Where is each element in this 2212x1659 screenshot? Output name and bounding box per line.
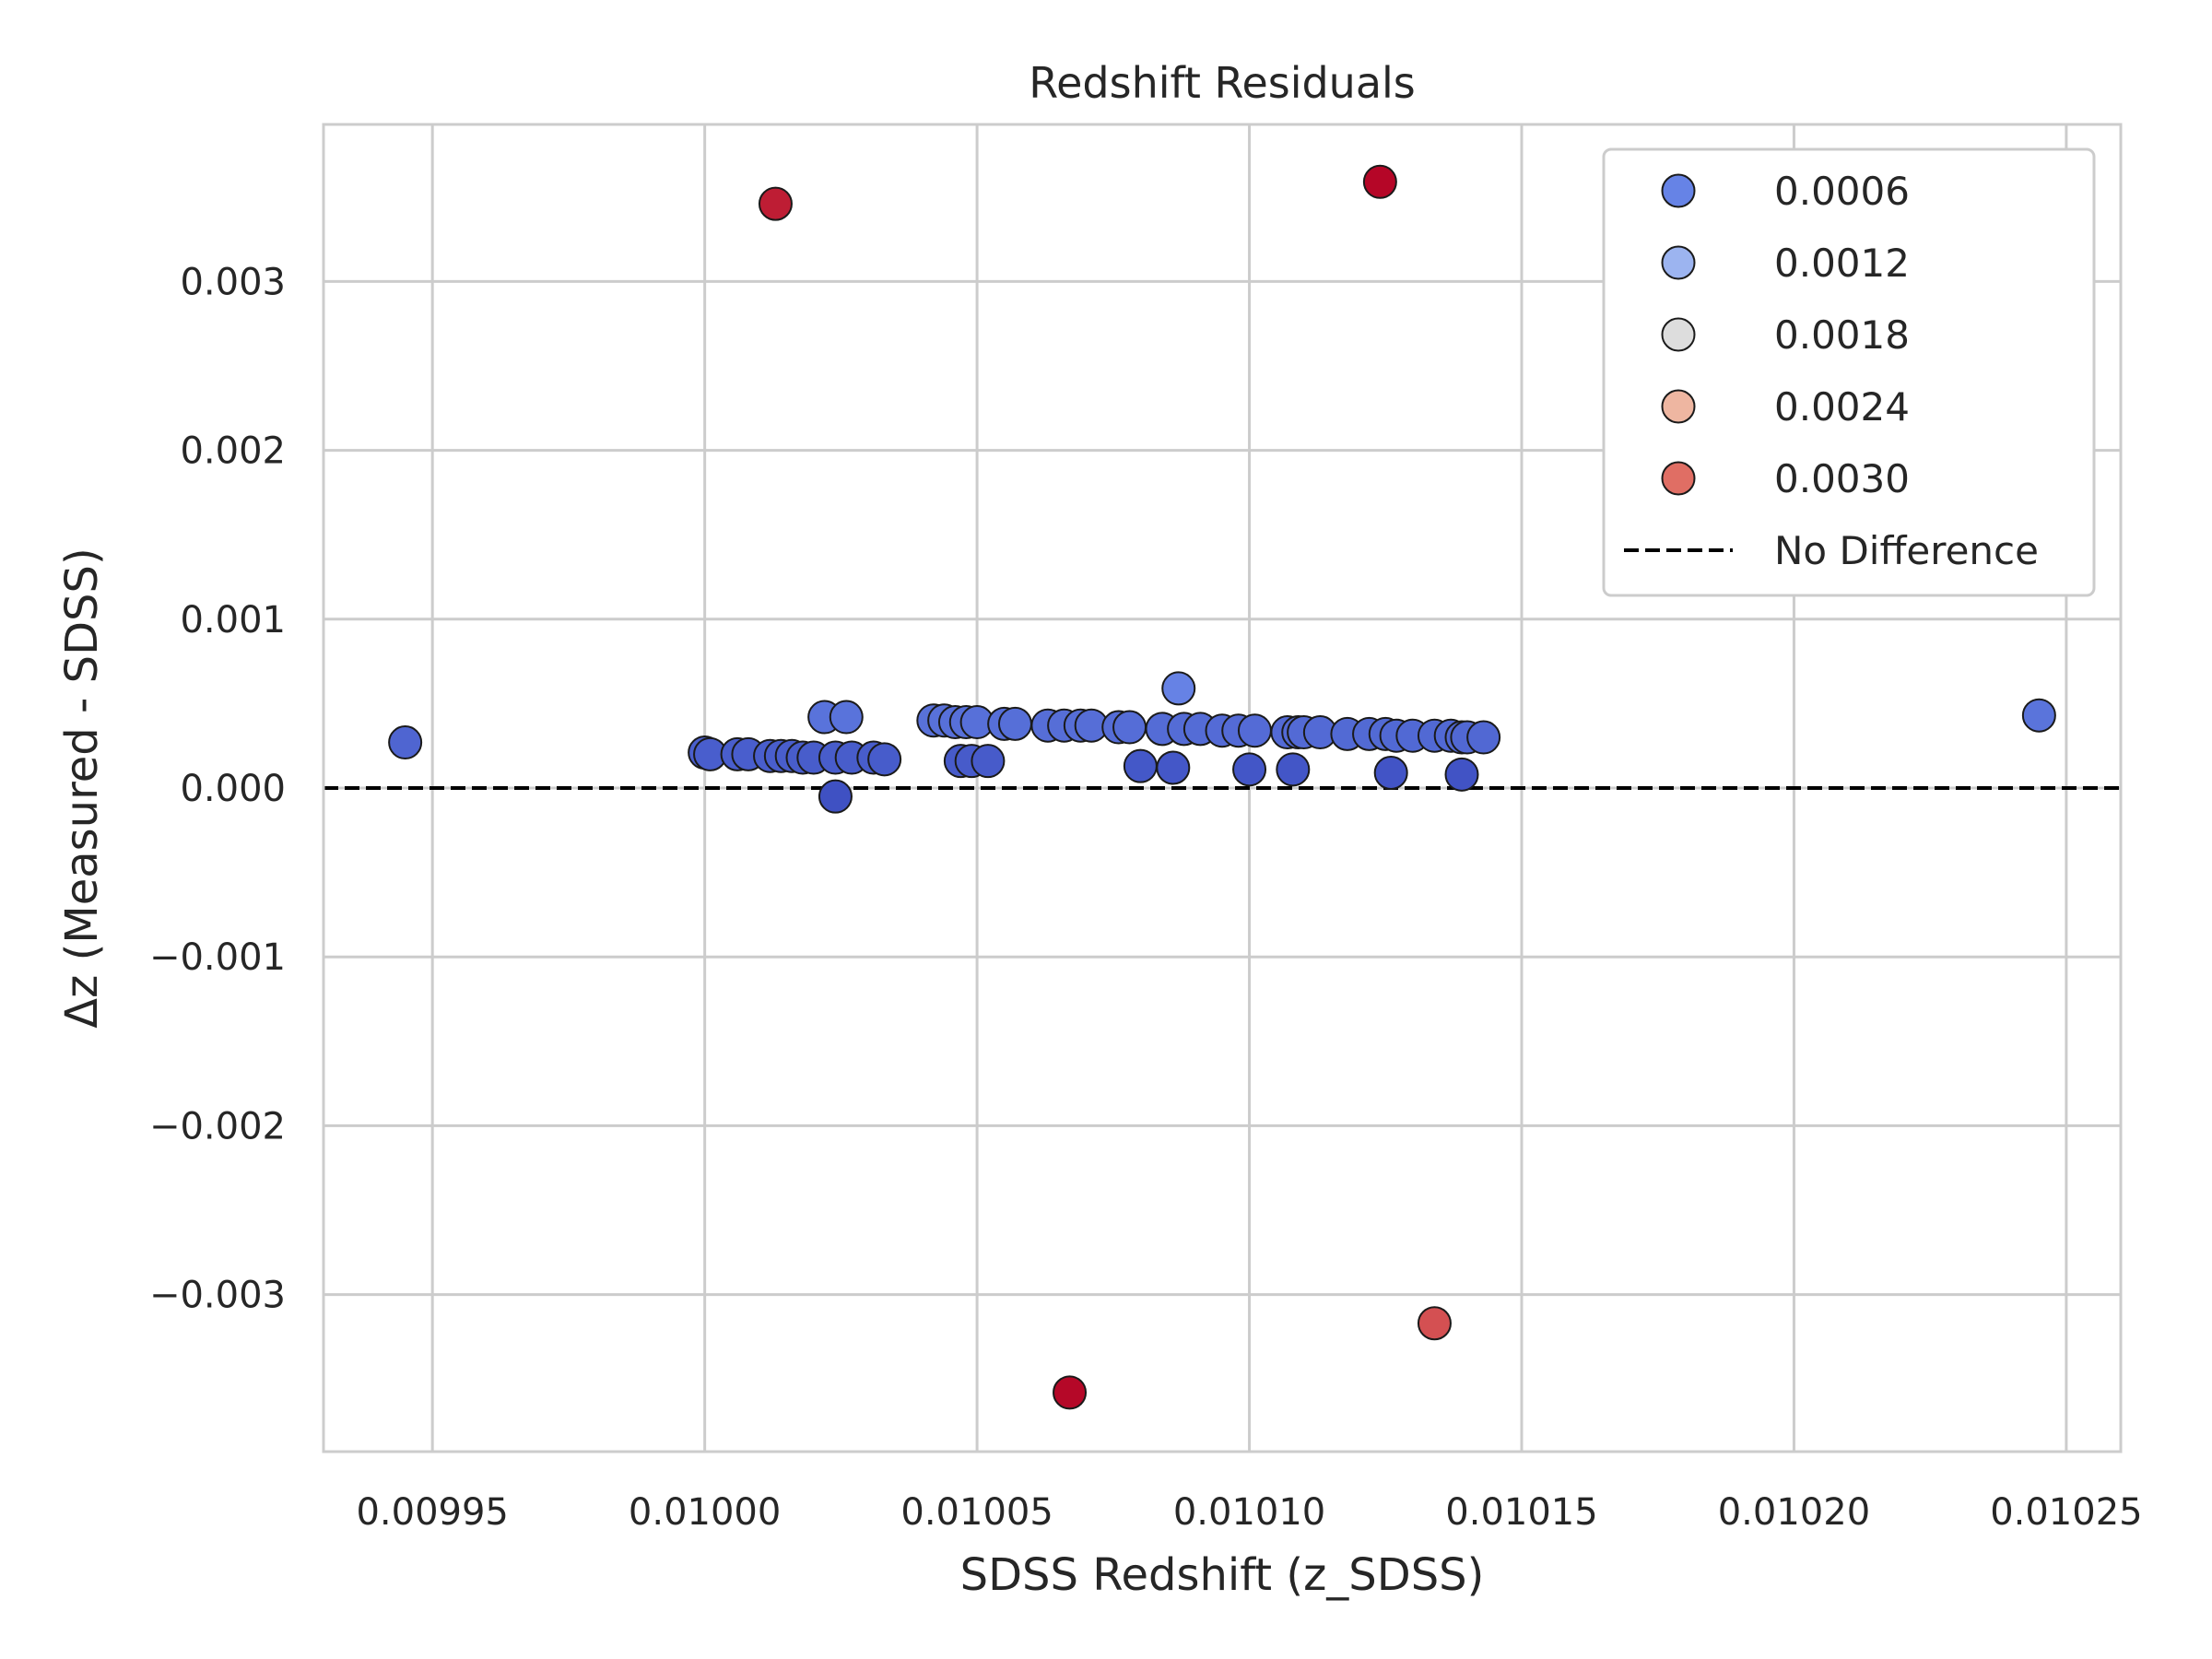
data-point [1466, 720, 1501, 755]
y-tick-labels: −0.003 −0.002 −0.001 0.000 0.001 0.002 0.003 [149, 261, 286, 1316]
legend-label: 0.0030 [1774, 456, 1910, 501]
data-point [829, 700, 864, 735]
data-point [1112, 710, 1147, 745]
x-tick-label: 0.01015 [1445, 1491, 1597, 1534]
y-tick-label: −0.002 [149, 1105, 286, 1147]
data-point [867, 742, 902, 777]
chart-title: Redshift Residuals [1029, 58, 1416, 108]
legend: 0.0006 0.0012 0.0018 0.0024 0.0030 No Differe… [1602, 147, 2096, 597]
x-tick-label: 0.00995 [356, 1491, 508, 1534]
y-tick-label: 0.003 [180, 261, 286, 303]
legend-frame [1602, 147, 2096, 597]
data-point [1156, 750, 1191, 785]
legend-marker [1661, 461, 1696, 496]
x-tick-label: 0.01005 [900, 1491, 1053, 1534]
data-point [971, 744, 1006, 779]
legend-marker [1661, 389, 1696, 424]
data-points [388, 164, 2056, 1410]
legend-marker [1661, 317, 1696, 352]
y-tick-label: −0.001 [149, 936, 286, 979]
data-point [1417, 1306, 1452, 1341]
legend-label: 0.0018 [1774, 312, 1910, 358]
x-tick-label: 0.01000 [629, 1491, 781, 1534]
legend-label: 0.0006 [1774, 169, 1910, 214]
x-tick-label: 0.01025 [1990, 1491, 2142, 1534]
data-point [1373, 756, 1408, 791]
legend-label: No Difference [1774, 528, 2039, 573]
y-tick-label: 0.002 [180, 430, 286, 473]
y-axis-label: Δz (Measured - SDSS) [56, 547, 108, 1028]
legend-marker [1661, 173, 1696, 208]
data-point [1237, 713, 1272, 748]
data-point [1123, 748, 1158, 783]
data-point [1276, 752, 1311, 787]
data-point [1232, 752, 1267, 787]
data-point [1161, 671, 1196, 706]
y-tick-label: −0.003 [149, 1275, 286, 1317]
data-point [1362, 164, 1397, 199]
data-point [1444, 757, 1479, 792]
x-tick-label: 0.01020 [1718, 1491, 1870, 1534]
legend-label: 0.0024 [1774, 384, 1910, 429]
x-tick-labels: 0.00995 0.01000 0.01005 0.01010 0.01015 0.010… [356, 1491, 2142, 1534]
data-point [388, 725, 423, 760]
legend-label: 0.0012 [1774, 241, 1910, 286]
data-point [758, 186, 793, 221]
x-axis-label: SDSS Redshift (z_SDSS) [960, 1549, 1485, 1601]
data-point [997, 706, 1032, 741]
plot-frame [322, 123, 2123, 1453]
y-tick-label: 0.001 [180, 599, 286, 641]
x-tick-label: 0.01010 [1173, 1491, 1325, 1534]
data-point [2021, 698, 2056, 733]
data-point [1053, 1375, 1088, 1410]
data-point [818, 779, 853, 814]
legend-marker [1661, 245, 1696, 280]
y-tick-label: 0.000 [180, 768, 286, 810]
